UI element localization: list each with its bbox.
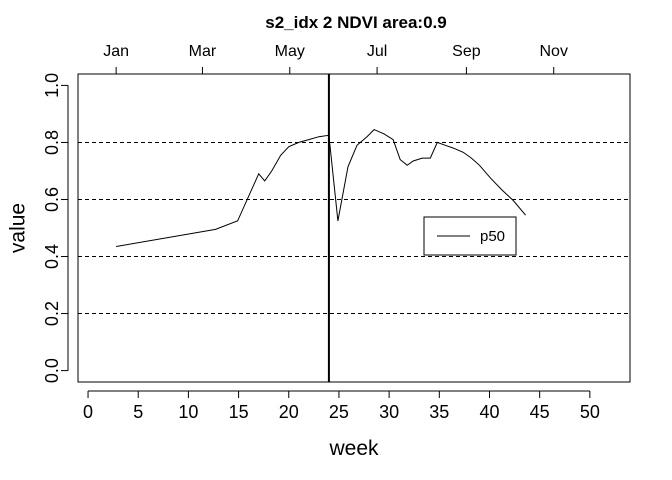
- y-tick-label-0.0: 0.0: [42, 358, 62, 383]
- y-tick-label-0.4: 0.4: [42, 244, 62, 269]
- x-tick-label-45: 45: [530, 402, 550, 422]
- series-line-p50: [116, 129, 526, 247]
- y-axis-title: value: [7, 203, 30, 253]
- x-tick-label-35: 35: [429, 402, 449, 422]
- series-layer: [116, 129, 526, 247]
- chart-title: s2_idx 2 NDVI area:0.9: [265, 13, 446, 32]
- x-tick-label-20: 20: [279, 402, 299, 422]
- legend-label-p50: p50: [480, 228, 505, 245]
- x-axis-title: week: [328, 437, 379, 460]
- x-tick-label-40: 40: [479, 402, 499, 422]
- axes: 0 5 10 15 20 25 30 35 40 45 50 0.0 0.2 0.4 0.6 0.8 1.0 Ja…: [42, 43, 600, 422]
- x-tick-label-10: 10: [178, 402, 198, 422]
- x-tick-label-5: 5: [133, 402, 143, 422]
- x-tick-label-15: 15: [229, 402, 249, 422]
- y-tick-label-1.0: 1.0: [42, 73, 62, 98]
- month-label-Mar: Mar: [189, 43, 217, 60]
- y-tick-label-0.2: 0.2: [42, 301, 62, 326]
- x-tick-label-50: 50: [580, 402, 600, 422]
- y-tick-label-0.6: 0.6: [42, 187, 62, 212]
- month-label-Nov: Nov: [539, 43, 567, 60]
- month-label-Jul: Jul: [367, 43, 387, 60]
- x-tick-label-25: 25: [329, 402, 349, 422]
- plot-area: [77, 73, 631, 383]
- grid-lines: [78, 141, 630, 315]
- month-label-Jan: Jan: [103, 43, 129, 60]
- y-tick-label-0.8: 0.8: [42, 130, 62, 155]
- x-tick-label-0: 0: [83, 402, 93, 422]
- month-label-May: May: [275, 43, 305, 60]
- month-label-Sep: Sep: [452, 43, 481, 60]
- legend: p50: [423, 216, 517, 256]
- x-tick-label-30: 30: [379, 402, 399, 422]
